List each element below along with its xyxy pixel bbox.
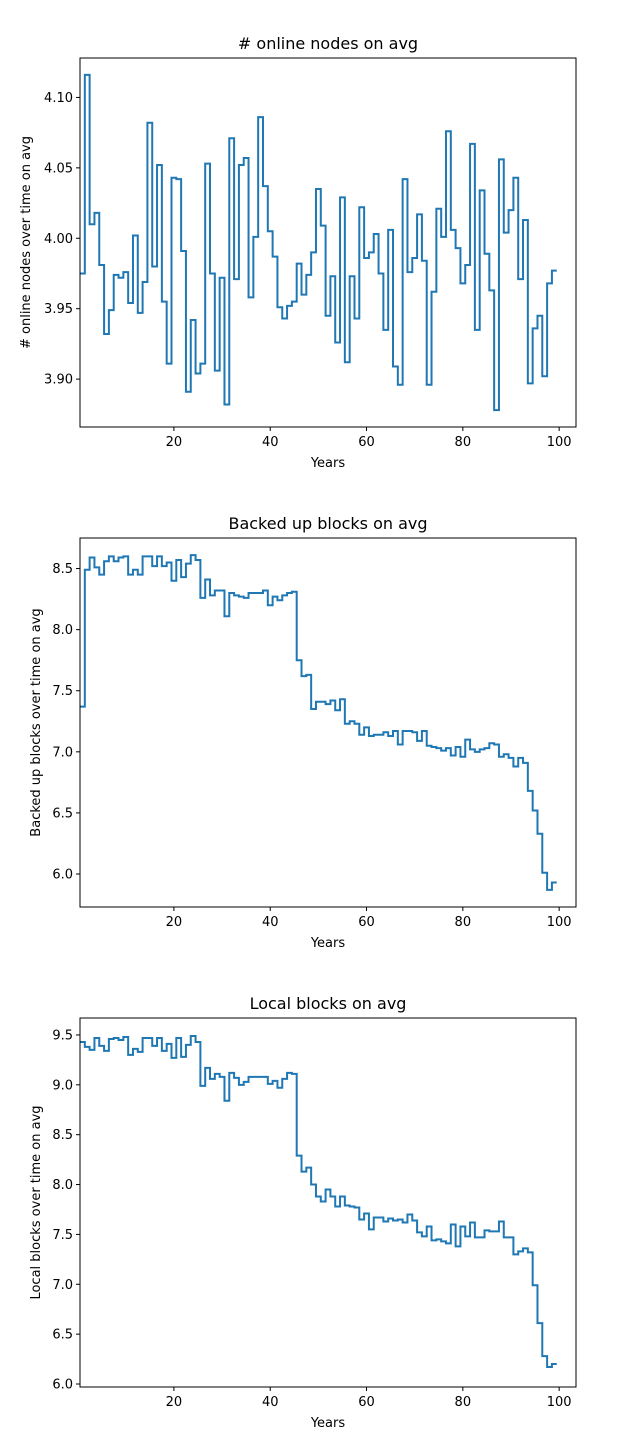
y-tick-label: 9.5 [52,1028,73,1043]
y-axis-label: Backed up blocks over time on avg [29,608,44,836]
y-tick-label: 8.0 [52,623,73,638]
x-tick-label: 40 [262,915,279,930]
chart-title: # online nodes on avg [238,34,418,53]
chart-1: # online nodes on avg 20 40 60 80 100 3.90 3.95… [19,34,577,471]
y-tick-label: 6.5 [52,806,73,821]
chart-title: Backed up blocks on avg [228,514,427,533]
x-axis-label: Years [310,456,346,471]
x-tick-label: 60 [358,435,375,450]
series-line [80,1034,557,1369]
chart-2: Backed up blocks on avg 20 40 60 80 100 6.0 6.5… [29,514,577,951]
chart-title: Local blocks on avg [250,994,407,1013]
x-axis-label: Years [310,1416,346,1431]
x-tick-label: 80 [455,1395,472,1410]
y-tick-label: 8.0 [52,1178,73,1193]
y-tick-label: 6.0 [52,1378,73,1393]
plot-frame [79,57,577,428]
x-tick-label: 100 [547,435,572,450]
series-line [80,73,557,412]
y-tick-label: 7.0 [52,745,73,760]
x-tick-label: 80 [455,435,472,450]
x-tick-label: 60 [358,915,375,930]
y-tick-label: 6.0 [52,868,73,883]
series-line [80,554,557,891]
y-axis-label: # online nodes over time on avg [19,136,34,349]
y-tick-label: 4.00 [44,232,73,247]
plot-frame [79,1017,577,1388]
x-tick-label: 20 [166,1395,183,1410]
y-tick-label: 4.10 [44,91,73,106]
x-tick-label: 40 [262,1395,279,1410]
x-tick-label: 40 [262,435,279,450]
y-tick-label: 7.0 [52,1278,73,1293]
x-tick-label: 60 [358,1395,375,1410]
y-axis-label: Local blocks over time on avg [29,1105,44,1299]
y-tick-label: 3.95 [44,302,73,317]
y-tick-label: 3.90 [44,373,73,388]
plot-frame [79,537,577,908]
x-tick-label: 100 [547,1395,572,1410]
x-tick-label: 20 [166,435,183,450]
y-tick-label: 6.5 [52,1328,73,1343]
x-tick-label: 20 [166,915,183,930]
y-tick-label: 8.5 [52,562,73,577]
x-tick-label: 100 [547,915,572,930]
y-tick-label: 7.5 [52,1228,73,1243]
y-tick-label: 7.5 [52,684,73,699]
y-tick-label: 9.0 [52,1078,73,1093]
chart-3: Local blocks on avg 20 40 60 80 100 6.0 6.5 7.0 7… [29,994,577,1431]
y-tick-label: 8.5 [52,1128,73,1143]
y-tick-label: 4.05 [44,161,73,176]
x-tick-label: 80 [455,915,472,930]
x-axis-label: Years [310,936,346,951]
